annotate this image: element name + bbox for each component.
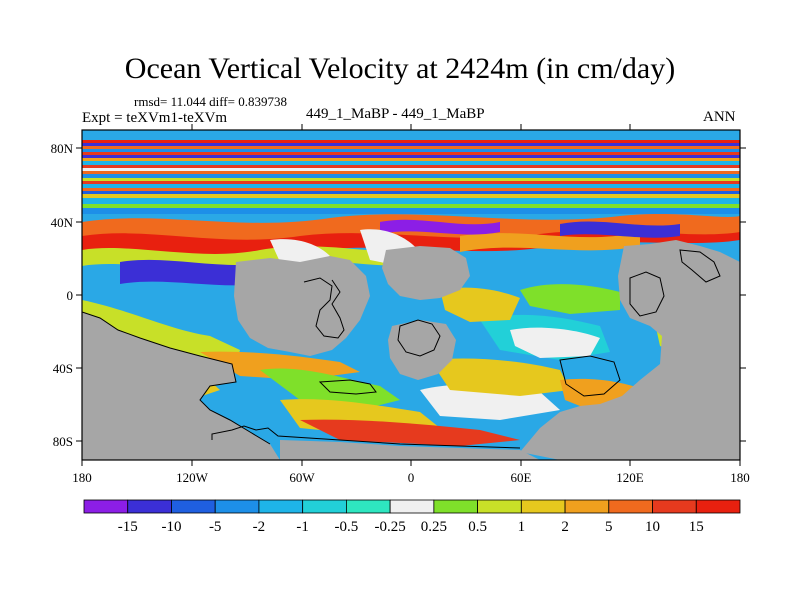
- colorbar-swatch: [214, 499, 260, 514]
- lat-tick-0: 0: [67, 288, 74, 303]
- colorbar-label: -10: [161, 519, 181, 535]
- colorbar-swatch: [389, 499, 435, 514]
- colorbar-label: 0.25: [421, 519, 447, 535]
- colorbar-swatch: [608, 499, 653, 514]
- colorbar-labels: -15 -10 -5 -2 -1 -0.5 -0.25 0.25 0.5 1 2 5 10 15: [118, 519, 704, 535]
- land-masses: [82, 240, 740, 460]
- colorbar-swatch: [171, 499, 216, 514]
- midlat-bands: [82, 214, 740, 286]
- colorbar-label: 0.5: [468, 519, 487, 535]
- colorbar-swatch: [345, 499, 391, 514]
- arctic-stripes: [82, 140, 740, 214]
- colorbar-label: 2: [561, 519, 569, 535]
- colorbar-label: 15: [689, 519, 704, 535]
- lat-tick-80n: 80N: [51, 141, 74, 156]
- colorbar-swatch: [520, 499, 566, 514]
- lat-tick-40n: 40N: [51, 215, 74, 230]
- lon-tick-120e: 120E: [616, 470, 644, 485]
- land-central-west: [234, 256, 370, 356]
- lon-tick-60w: 60W: [289, 470, 315, 485]
- coastlines: [82, 249, 721, 449]
- colorbar-label: -0.25: [375, 519, 406, 535]
- colorbar-swatch: [258, 499, 304, 514]
- colorbar-label: 10: [645, 519, 660, 535]
- land-west: [82, 312, 280, 460]
- map-title: Ocean Vertical Velocity at 2424m (in cm/…: [124, 52, 676, 85]
- colorbar-label: -5: [209, 519, 222, 535]
- lon-tick-labels: 180 120W 60W 0 60E 120E 180: [72, 470, 750, 485]
- colorbar-swatch: [83, 499, 129, 514]
- colorbar-swatch: [564, 499, 610, 514]
- colorbar-swatch: [433, 499, 478, 514]
- lat-tick-marks: [76, 147, 746, 442]
- rmsd-diff-stats: rmsd= 11.044 diff= 0.839738: [134, 94, 287, 109]
- lat-tick-40s: 40S: [53, 361, 73, 376]
- lon-tick-120w: 120W: [176, 470, 209, 485]
- colorbar-label: -1: [296, 519, 309, 535]
- lat-tick-80s: 80S: [53, 434, 73, 449]
- lon-tick-0: 0: [408, 470, 415, 485]
- land-east: [520, 240, 740, 460]
- colorbar-label: 1: [518, 519, 526, 535]
- colorbar: [83, 499, 741, 514]
- colorbar-swatch: [127, 499, 172, 514]
- colorbar-swatch: [695, 499, 741, 514]
- season-label: ANN: [703, 109, 736, 125]
- colorbar-label: -2: [253, 519, 266, 535]
- map-field: [82, 130, 740, 460]
- lon-tick-180w: 180: [72, 470, 92, 485]
- colorbar-swatch: [477, 499, 522, 514]
- lon-tick-180e: 180: [730, 470, 750, 485]
- colorbar-label: 5: [605, 519, 613, 535]
- colorbar-label: -15: [118, 519, 138, 535]
- case-label: 449_1_MaBP - 449_1_MaBP: [306, 106, 485, 122]
- lat-tick-labels: 80N 40N 0 40S 80S: [51, 141, 74, 449]
- colorbar-label: -0.5: [335, 519, 359, 535]
- lon-tick-marks: [81, 124, 741, 466]
- land-central-north: [382, 246, 470, 300]
- land-south-strip: [280, 440, 540, 460]
- colorbar-swatch: [302, 499, 347, 514]
- experiment-label: Expt = teXVm1-teXVm: [82, 110, 228, 126]
- colorbar-swatch: [652, 499, 697, 514]
- lon-tick-60e: 60E: [511, 470, 532, 485]
